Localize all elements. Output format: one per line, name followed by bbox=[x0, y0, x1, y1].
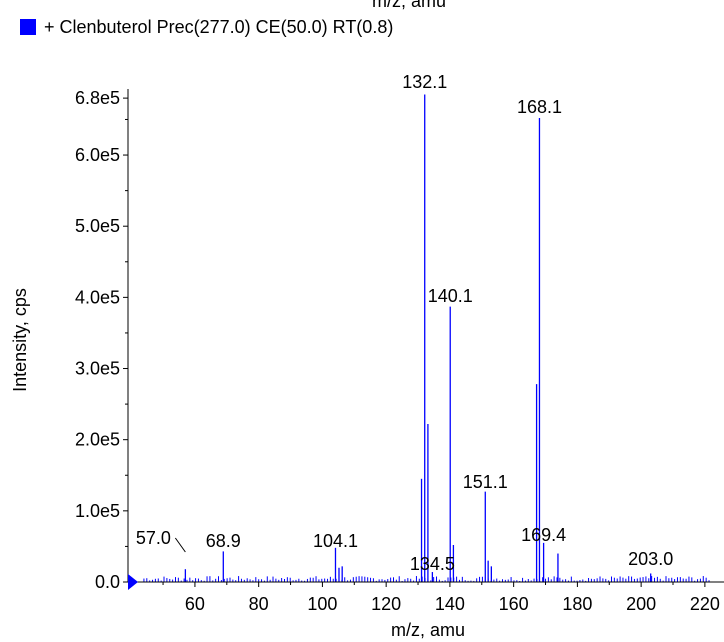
peak-labels: 57.0 68.9 104.1 132.1 134.5 140.1 151.1 168.1 16… bbox=[136, 72, 673, 574]
x-axis-label: m/z, amu bbox=[391, 620, 465, 640]
peak-label: 57.0 bbox=[136, 528, 171, 548]
legend: + Clenbuterol Prec(277.0) CE(50.0) RT(0.… bbox=[20, 16, 393, 38]
peak-label-leader bbox=[174, 537, 186, 553]
y-axis-label: Intensity, cps bbox=[10, 288, 30, 392]
top-cut-axis-label: m/z, amu bbox=[372, 0, 447, 11]
y-tick-label: 0.0 bbox=[95, 572, 120, 592]
x-tick-label: 80 bbox=[249, 594, 269, 614]
spectrum-peaks bbox=[184, 94, 652, 582]
x-tick-label: 140 bbox=[435, 594, 465, 614]
x-tick-label: 160 bbox=[499, 594, 529, 614]
y-tick-label: 1.0e5 bbox=[75, 501, 120, 521]
y-tick-label: 6.8e5 bbox=[75, 88, 120, 108]
x-tick-label: 60 bbox=[185, 594, 205, 614]
x-tick-label: 220 bbox=[690, 594, 720, 614]
tick-labels: 60 80 100 120 140 160 180 200 220 0.0 1.0e5 2.0e5 3.… bbox=[75, 88, 720, 614]
x-tick-label: 100 bbox=[307, 594, 337, 614]
legend-label: + Clenbuterol Prec(277.0) CE(50.0) RT(0.… bbox=[44, 16, 394, 37]
peak-label: 168.1 bbox=[517, 97, 562, 117]
x-tick-label: 180 bbox=[562, 594, 592, 614]
y-tick-label: 6.0e5 bbox=[75, 145, 120, 165]
x-tick-label: 120 bbox=[371, 594, 401, 614]
peak-label: 169.4 bbox=[521, 525, 566, 545]
peak-label: 203.0 bbox=[628, 549, 673, 569]
legend-swatch bbox=[20, 19, 36, 35]
axes bbox=[123, 89, 724, 590]
peak-label: 134.5 bbox=[410, 554, 455, 574]
y-tick-label: 5.0e5 bbox=[75, 216, 120, 236]
y-tick-label: 2.0e5 bbox=[75, 430, 120, 450]
y-tick-label: 3.0e5 bbox=[75, 359, 120, 379]
x-tick-label: 200 bbox=[626, 594, 656, 614]
baseline-noise bbox=[143, 576, 710, 582]
peak-label: 104.1 bbox=[313, 531, 358, 551]
origin-marker bbox=[128, 574, 138, 590]
y-tick-label: 4.0e5 bbox=[75, 287, 120, 307]
peak-label: 68.9 bbox=[206, 531, 241, 551]
peak-label: 140.1 bbox=[428, 286, 473, 306]
peak-label: 132.1 bbox=[402, 72, 447, 92]
peak-label: 151.1 bbox=[463, 472, 508, 492]
